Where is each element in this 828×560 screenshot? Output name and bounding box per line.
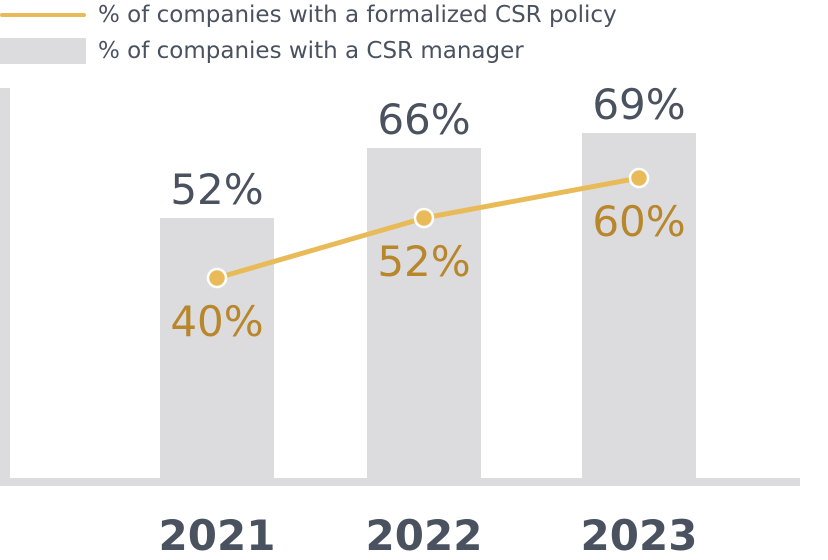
- legend-swatch-policy: [0, 13, 86, 17]
- policy-point-2021: [206, 267, 228, 289]
- policy-point-2022: [413, 207, 435, 229]
- x-tick-2021: 2021: [159, 511, 276, 560]
- bar-label-2022: 66%: [377, 95, 470, 144]
- bar-label-2023: 69%: [592, 80, 685, 129]
- legend-swatch-manager: [0, 38, 86, 64]
- legend-item-manager: % of companies with a CSR manager: [0, 36, 524, 66]
- legend-item-policy: % of companies with a formalized CSR pol…: [0, 0, 617, 30]
- legend-label-policy: % of companies with a formalized CSR pol…: [98, 2, 617, 28]
- y-axis-line: [0, 88, 10, 484]
- legend-label-manager: % of companies with a CSR manager: [98, 38, 524, 64]
- bar-label-2021: 52%: [170, 165, 263, 214]
- line-label-2021: 40%: [170, 297, 263, 346]
- line-label-2023: 60%: [592, 197, 685, 246]
- bar-2021: [160, 218, 274, 478]
- bar-2022: [367, 148, 481, 478]
- x-axis-line: [0, 478, 800, 486]
- policy-point-2023: [628, 167, 650, 189]
- line-label-2022: 52%: [377, 237, 470, 286]
- bar-2023: [582, 133, 696, 478]
- x-tick-2022: 2022: [366, 511, 483, 560]
- x-tick-2023: 2023: [581, 511, 698, 560]
